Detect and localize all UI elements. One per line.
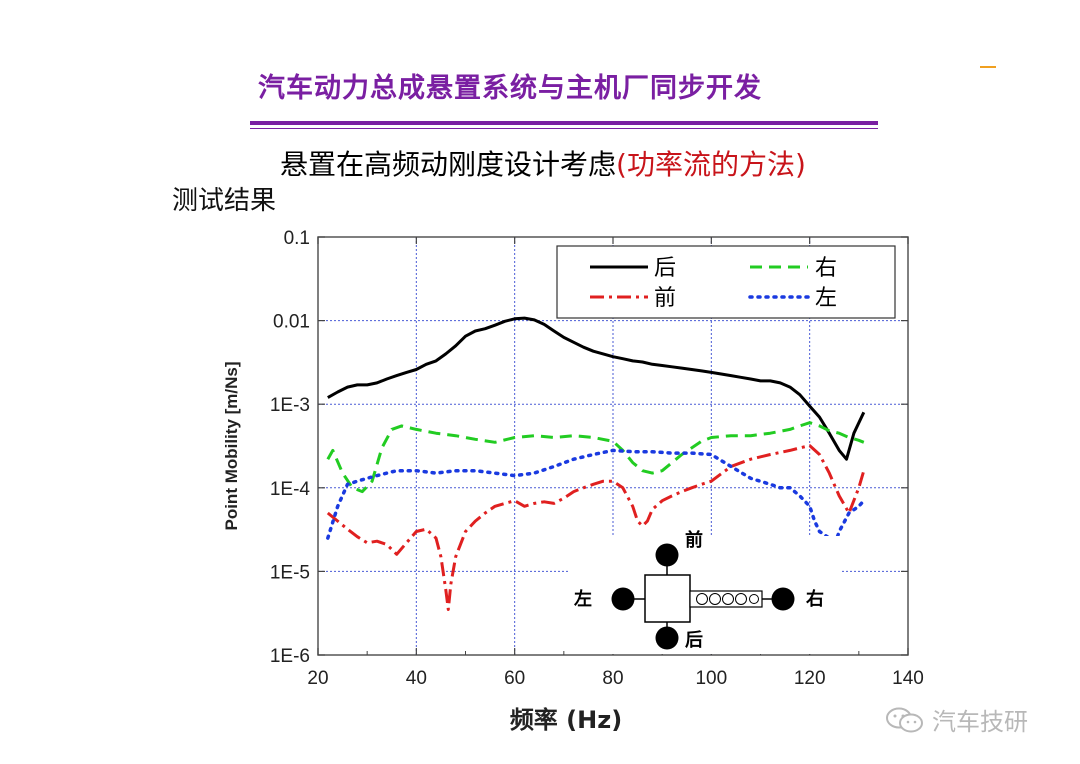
- section-label: 测试结果: [172, 186, 277, 216]
- y-tick-label: 1E-6: [270, 646, 310, 667]
- subtitle-accent: (功率流的方法): [616, 148, 806, 181]
- subtitle-main: 悬置在高频动刚度设计考虑: [280, 148, 617, 181]
- gearbox-cell: [696, 593, 708, 605]
- x-axis-label: 频率 (Hz): [510, 706, 622, 734]
- x-tick-label: 60: [504, 668, 525, 689]
- gearbox-cell: [709, 593, 721, 605]
- tick-layer: 20 40 60 80 100 120 140 1E-6 1E-5 1E-4 1E-3 0.01 0.1: [270, 228, 924, 689]
- x-tick-label: 120: [794, 668, 826, 689]
- gearbox-cell: [722, 593, 734, 605]
- x-tick-label: 40: [406, 668, 427, 689]
- y-tick-label: 1E-5: [270, 562, 310, 583]
- gearbox-cell: [749, 594, 759, 604]
- legend-label-front: 前: [654, 286, 676, 311]
- engine-block: [644, 574, 691, 623]
- mount-front: [655, 543, 679, 567]
- series-layer: [326, 316, 866, 611]
- legend: 后 右 前 左: [556, 245, 896, 319]
- slide-subtitle: 悬置在高频动刚度设计考虑(功率流的方法): [280, 143, 806, 183]
- series-front: [326, 444, 866, 611]
- inset-label-rear: 后: [685, 630, 703, 651]
- series-left: [326, 448, 866, 548]
- title-rule-thick: [250, 121, 878, 125]
- corner-mark: [980, 66, 996, 68]
- title-rule-thin: [250, 128, 878, 129]
- page-title: 汽车动力总成悬置系统与主机厂同步开发: [258, 73, 762, 104]
- series-right: [326, 421, 865, 494]
- x-tick-label: 20: [307, 668, 328, 689]
- wechat-icon: [886, 707, 923, 732]
- series-rear: [327, 316, 866, 461]
- y-axis-label: Point Mobility [m/Ns]: [222, 361, 241, 530]
- legend-label-left: 左: [815, 286, 837, 311]
- mount-schematic-inset: 前 后 左 右: [568, 529, 840, 654]
- inset-label-right: 右: [806, 588, 824, 610]
- legend-label-rear: 后: [654, 256, 676, 281]
- mount-rear: [655, 626, 679, 650]
- mount-left: [611, 587, 635, 611]
- y-tick-label: 0.01: [273, 312, 310, 333]
- watermark: 汽车技研: [884, 702, 1028, 737]
- inset-label-left: 左: [574, 588, 592, 610]
- x-tick-label: 100: [695, 668, 727, 689]
- y-tick-label: 0.1: [284, 228, 310, 249]
- legend-label-right: 右: [815, 256, 837, 281]
- y-tick-label: 1E-3: [270, 395, 310, 416]
- watermark-text: 汽车技研: [932, 708, 1028, 736]
- mount-right: [771, 587, 795, 611]
- inset-label-front: 前: [685, 529, 703, 551]
- y-tick-label: 1E-4: [270, 479, 311, 500]
- x-tick-label: 140: [892, 668, 924, 689]
- legend-box: [556, 245, 896, 319]
- x-tick-label: 80: [602, 668, 623, 689]
- gearbox-cell: [735, 593, 747, 605]
